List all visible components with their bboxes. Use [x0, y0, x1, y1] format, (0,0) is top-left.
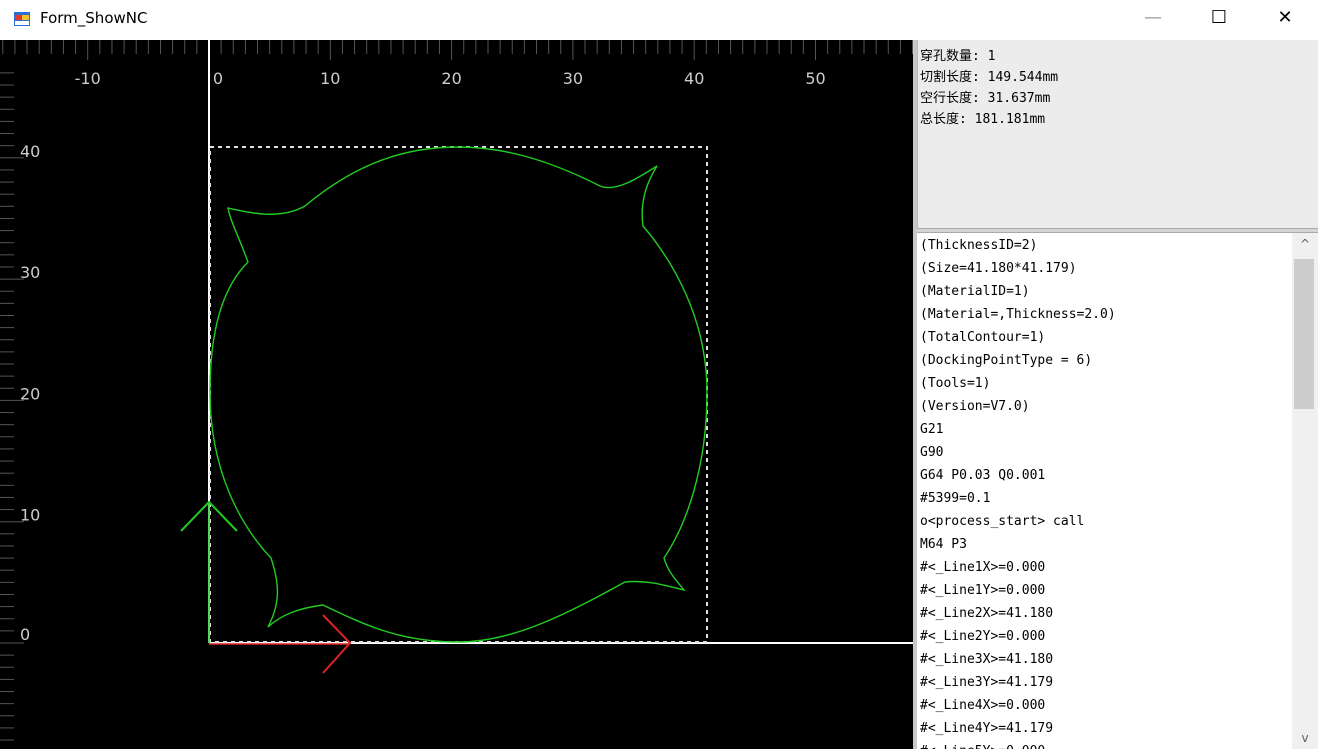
nc-preview-canvas[interactable]: -10 0 10 20 30 40 50 40 30 20 10 0 — [0, 40, 913, 749]
cut-length: 切割长度: 149.544mm — [920, 70, 1059, 85]
y-tick-label: 10 — [20, 506, 40, 525]
nc-code-line[interactable]: #<_Line4X>=0.000 — [920, 698, 1046, 713]
nc-code-line[interactable]: (Material=,Thickness=2.0) — [920, 307, 1116, 322]
nc-code-line[interactable]: #<_Line2X>=41.180 — [920, 606, 1054, 621]
y-tick-label: 0 — [20, 625, 30, 644]
part-contour — [209, 146, 708, 643]
window-title: Form_ShowNC — [40, 9, 148, 27]
maximize-button[interactable]: ☐ — [1210, 6, 1228, 28]
nc-code-line[interactable]: #<_Line3Y>=41.179 — [920, 675, 1054, 690]
panel-divider[interactable] — [913, 40, 917, 749]
left-ruler — [0, 72, 24, 741]
nc-code-line[interactable]: (ThicknessID=2) — [920, 238, 1038, 253]
nc-code-line[interactable]: (Version=V7.0) — [920, 399, 1030, 414]
x-tick-label: 40 — [684, 69, 704, 88]
nc-code-list[interactable]: (ThicknessID=2) (Size=41.180*41.179) (Mate… — [917, 233, 1292, 749]
minimize-button[interactable]: — — [1144, 6, 1162, 28]
nc-code-line[interactable]: #<_Line4Y>=41.179 — [920, 721, 1054, 736]
nc-code-line[interactable]: (MaterialID=1) — [920, 284, 1030, 299]
nc-code-line[interactable]: #<_Line3X>=41.180 — [920, 652, 1054, 667]
total-length: 总长度: 181.181mm — [920, 112, 1046, 127]
nc-code-line[interactable]: M64 P3 — [920, 537, 967, 552]
title-bar: Form_ShowNC — ☐ ✕ — [0, 0, 1318, 40]
nc-code-line[interactable]: G21 — [920, 422, 944, 437]
scroll-down-button[interactable]: v — [1301, 731, 1309, 745]
nc-code-line[interactable]: o<process_start> call — [920, 514, 1085, 529]
x-tick-label: -10 — [75, 69, 101, 88]
bounding-box — [209, 146, 708, 643]
stats-panel: 穿孔数量: 1 切割长度: 149.544mm 空行长度: 31.637mm 总… — [917, 40, 1318, 228]
pierce-count: 穿孔数量: 1 — [920, 49, 996, 64]
nc-code-line[interactable]: (TotalContour=1) — [920, 330, 1046, 345]
nc-code-line[interactable]: G64 P0.03 Q0.001 — [920, 468, 1046, 483]
y-tick-label: 40 — [20, 142, 40, 161]
splitter[interactable] — [917, 228, 1318, 233]
nc-preview-svg: -10 0 10 20 30 40 50 40 30 20 10 0 — [0, 40, 913, 741]
scroll-up-button[interactable]: ^ — [1299, 237, 1311, 251]
vertical-scrollbar[interactable]: ^ v — [1292, 233, 1318, 749]
close-button[interactable]: ✕ — [1277, 6, 1293, 28]
nc-code-line[interactable]: #5399=0.1 — [920, 491, 991, 506]
x-tick-label: 10 — [320, 69, 340, 88]
nc-code-line[interactable]: G90 — [920, 445, 944, 460]
x-tick-label: 30 — [563, 69, 583, 88]
nc-code-line[interactable]: (Size=41.180*41.179) — [920, 261, 1077, 276]
y-direction-arrow — [180, 500, 238, 643]
nc-code-line[interactable]: (Tools=1) — [920, 376, 991, 391]
app-icon — [14, 12, 30, 26]
x-direction-arrow — [209, 614, 352, 674]
nc-code-line[interactable]: (DockingPointType = 6) — [920, 353, 1093, 368]
y-tick-label: 30 — [20, 263, 40, 282]
nc-code-line[interactable]: #<_Line2Y>=0.000 — [920, 629, 1046, 644]
nc-code-line[interactable]: #<_Line1Y>=0.000 — [920, 583, 1046, 598]
x-axis-labels: -10 0 10 20 30 40 50 — [75, 69, 826, 88]
nc-code-line[interactable]: #<_Line1X>=0.000 — [920, 560, 1046, 575]
top-ruler — [2, 40, 913, 60]
x-tick-label: 20 — [441, 69, 461, 88]
nc-code-line[interactable]: #<_Line5Y>=0.000 — [917, 740, 1292, 749]
rapid-length: 空行长度: 31.637mm — [920, 91, 1051, 106]
x-tick-label: 50 — [805, 69, 825, 88]
scroll-thumb[interactable] — [1294, 259, 1314, 409]
x-tick-label: 0 — [213, 69, 223, 88]
y-axis-labels: 40 30 20 10 0 — [20, 142, 40, 644]
y-tick-label: 20 — [20, 384, 40, 403]
